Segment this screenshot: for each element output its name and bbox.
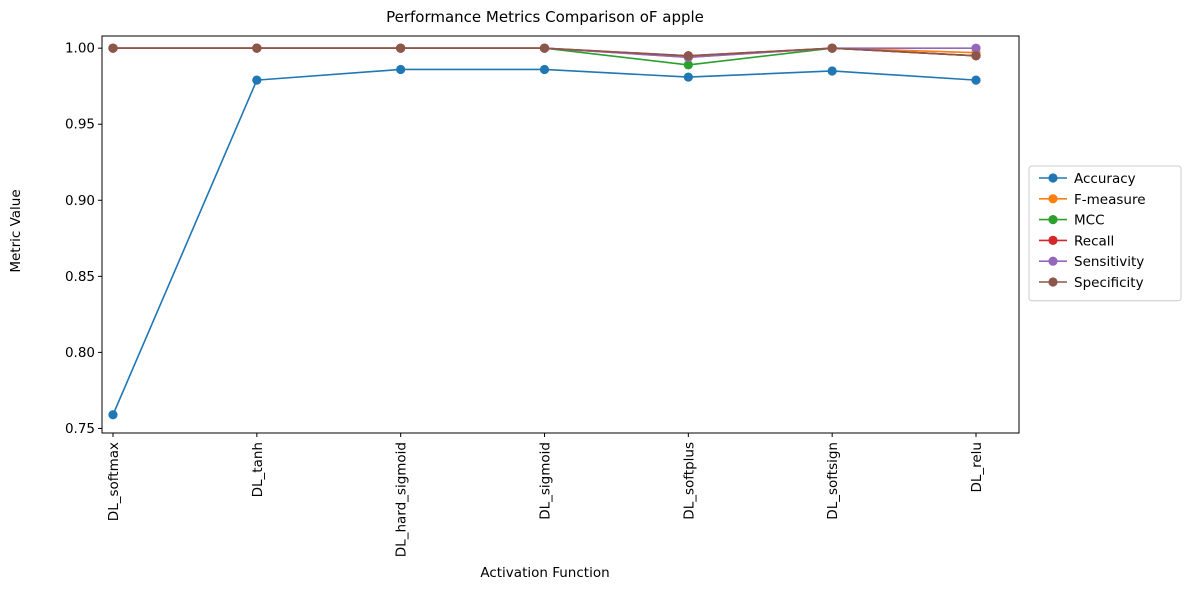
legend-box [1028, 165, 1182, 302]
data-point-specificity [827, 43, 837, 53]
y-tick-label: 0.85 [65, 269, 95, 285]
legend-marker [1048, 173, 1058, 183]
plot-area [108, 43, 981, 420]
legend-marker [1048, 256, 1058, 266]
legend-marker [1048, 235, 1058, 245]
chart-title: Performance Metrics Comparison oF apple [386, 8, 704, 26]
data-point-accuracy [396, 64, 406, 75]
legend-marker [1048, 277, 1058, 287]
y-tick-label: 0.95 [65, 117, 95, 133]
x-axis: DL_softmax DL_tanh DL_hard_sigmoid DL_sigmo… [106, 433, 985, 557]
x-tick-label: DL_softsign [825, 442, 841, 520]
legend-marker [1048, 194, 1058, 204]
x-tick-label: DL_softplus [681, 442, 697, 520]
x-axis-label: Activation Function [480, 565, 609, 581]
data-point-sensitivity [971, 43, 981, 53]
legend-label: F-measure [1074, 192, 1146, 208]
x-tick-label: DL_softmax [106, 442, 122, 521]
legend-label: Sensitivity [1074, 254, 1144, 270]
plot-frame [101, 35, 1020, 434]
legend-label: Accuracy [1074, 171, 1136, 187]
x-tick-label: DL_relu [969, 442, 985, 493]
legend-label: MCC [1074, 213, 1105, 229]
series-line-accuracy [112, 68, 977, 416]
y-tick-label: 1.00 [65, 41, 95, 57]
data-point-accuracy [252, 75, 262, 85]
data-point-accuracy [108, 410, 118, 420]
data-point-specificity [252, 43, 262, 53]
data-point-specificity [683, 51, 693, 61]
legend-label: Recall [1074, 233, 1114, 249]
y-tick-label: 0.90 [65, 193, 95, 209]
data-point-accuracy [683, 72, 693, 82]
legend: Accuracy F-measure MCC Recall Sensitivity Spe… [1028, 165, 1182, 302]
y-axis-label: Metric Value [8, 189, 24, 272]
data-point-specificity [971, 51, 981, 61]
y-tick-label: 0.80 [65, 345, 95, 361]
x-tick-label: DL_tanh [250, 442, 266, 497]
data-point-specificity [396, 43, 406, 53]
data-point-mcc [683, 60, 693, 70]
data-point-accuracy [539, 64, 550, 75]
x-tick-label: DL_hard_sigmoid [394, 442, 410, 557]
data-point-accuracy [971, 75, 981, 85]
data-point-specificity [108, 43, 118, 53]
data-point-specificity [539, 43, 550, 53]
data-point-accuracy [827, 66, 837, 76]
y-axis: 0.75 0.80 0.85 0.90 0.95 1.00 [65, 41, 102, 437]
x-tick-label: DL_sigmoid [538, 442, 554, 520]
y-tick-label: 0.75 [65, 421, 95, 437]
legend-marker [1048, 215, 1058, 225]
legend-label: Specificity [1074, 275, 1144, 291]
